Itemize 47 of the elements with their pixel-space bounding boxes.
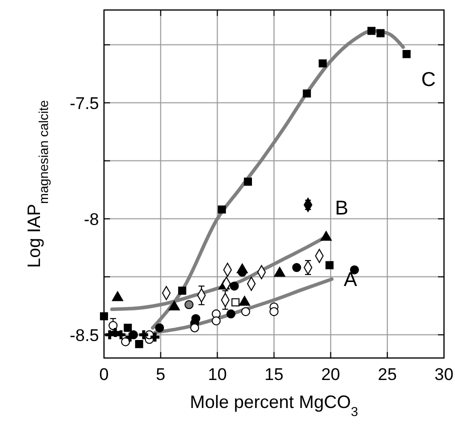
point (325, 261, 334, 270)
point (135, 340, 144, 348)
x-tick-label: 0 (99, 365, 109, 384)
y-tick-label: -7.5 (70, 94, 99, 113)
x-tick-label: 5 (156, 365, 166, 384)
point (168, 300, 180, 310)
point (139, 330, 148, 340)
series-label: A (344, 269, 358, 292)
point (105, 330, 114, 340)
point (238, 296, 250, 306)
point (244, 178, 252, 186)
point (112, 291, 124, 302)
point (402, 50, 411, 58)
y-tick-label: -8 (84, 210, 99, 229)
point (231, 298, 240, 306)
point (226, 309, 236, 318)
point (110, 328, 120, 337)
point (124, 324, 132, 332)
point (320, 230, 332, 241)
x-tick-label: 20 (321, 365, 340, 384)
series-label: C (421, 69, 436, 92)
point (292, 263, 302, 272)
point (178, 286, 186, 295)
x-axis-title: Mole percent MgCO$_{3}$ (190, 392, 358, 418)
x-tick-label: 15 (264, 365, 284, 384)
point (218, 205, 226, 214)
point (376, 29, 385, 38)
point (367, 26, 376, 35)
point (155, 323, 164, 332)
point (190, 323, 200, 332)
x-tick-label: 10 (208, 365, 227, 384)
point (212, 316, 221, 326)
x-tick-label: 30 (434, 365, 454, 384)
point (270, 307, 278, 316)
point (241, 307, 250, 316)
point (108, 321, 118, 330)
point (318, 59, 327, 68)
point (302, 89, 311, 98)
series-label: B (335, 197, 348, 220)
point (116, 330, 126, 340)
y-tick-label: -8.5 (70, 326, 99, 345)
point (274, 266, 286, 277)
x-tick-label: 25 (378, 365, 397, 384)
point (100, 312, 108, 320)
point (150, 332, 160, 342)
point (230, 282, 239, 291)
point (184, 300, 194, 310)
